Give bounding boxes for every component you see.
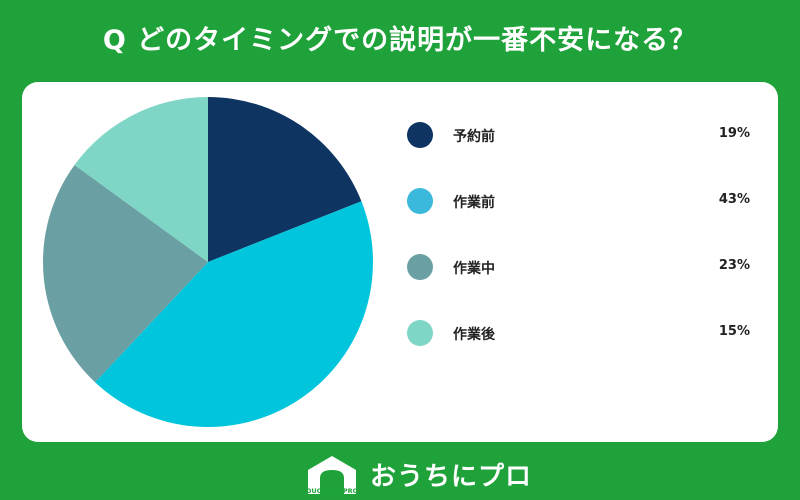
legend-item: 作業後 15% <box>407 320 767 386</box>
legend-value: 43% <box>718 192 750 207</box>
legend-item: 作業前 43% <box>407 188 767 254</box>
legend: 予約前 19% 作業前 43% 作業中 23% 作業後 15% <box>407 122 767 386</box>
legend-label: 予約前 <box>453 129 495 145</box>
legend-item: 予約前 19% <box>407 122 767 188</box>
legend-value: 19% <box>718 126 750 141</box>
pie-slice-作業中 <box>43 165 209 383</box>
pie-slice-作業前 <box>95 201 373 427</box>
legend-swatch <box>407 320 433 346</box>
legend-label: 作業前 <box>453 195 495 211</box>
footer: OUCHI no PRO おうちにプロ <box>0 452 800 500</box>
pie-chart <box>43 97 373 427</box>
chart-title: Q どのタイミングでの説明が一番不安になる？ <box>102 25 698 56</box>
legend-label: 作業中 <box>453 261 495 277</box>
house-logo-icon: OUCHI no PRO <box>306 456 358 495</box>
brand-name: おうちにプロ <box>370 462 533 492</box>
legend-value: 23% <box>718 258 750 273</box>
legend-swatch <box>407 254 433 280</box>
pie-slice-作業後 <box>74 97 208 262</box>
chart-card: 予約前 19% 作業前 43% 作業中 23% 作業後 15% <box>22 82 778 442</box>
legend-swatch <box>407 122 433 148</box>
legend-value: 15% <box>718 324 750 339</box>
legend-item: 作業中 23% <box>407 254 767 320</box>
svg-text:OUCHI no PRO: OUCHI no PRO <box>306 487 358 495</box>
pie-slice-予約前 <box>208 97 362 262</box>
legend-swatch <box>407 188 433 214</box>
legend-label: 作業後 <box>453 327 495 343</box>
